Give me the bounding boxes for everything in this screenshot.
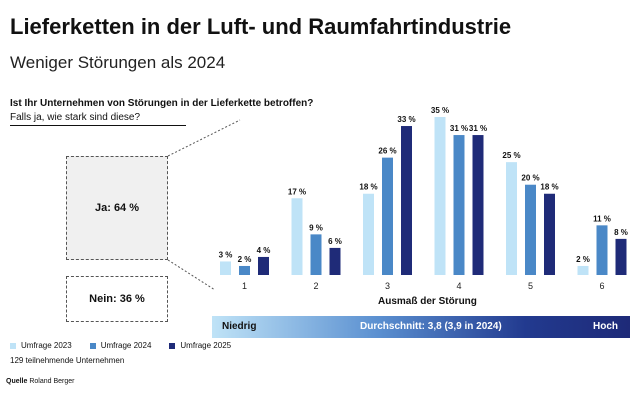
no-share-label: Nein: 36 % (89, 293, 145, 305)
legend-label-2023: Umfrage 2023 (21, 341, 72, 350)
legend-swatch-2023 (10, 342, 16, 349)
yes-share-label: Ja: 64 % (94, 202, 140, 214)
bar-5-series-1 (525, 184, 536, 275)
bar-6-series-1 (596, 225, 608, 275)
legend-label-2025: Umfrage 2025 (180, 341, 232, 350)
source-text: Roland Berger (29, 378, 75, 385)
bar-value-label-1-series-2: 4 % (257, 246, 271, 255)
bar-value-label-6-series-1: 11 % (593, 214, 611, 223)
scale-low-label: Niedrig (222, 321, 257, 332)
source-note: Quelle Roland Berger (6, 378, 75, 385)
bar-value-label-3-series-1: 26 % (378, 147, 396, 156)
chart-subtitle: Weniger Störungen als 2024 (10, 53, 226, 72)
legend: Umfrage 2023 Umfrage 2024 Umfrage 2025 (10, 341, 231, 350)
bar-value-label-3-series-0: 18 % (359, 183, 377, 192)
bar-1-series-0 (220, 261, 231, 275)
bar-4-series-0 (434, 117, 446, 275)
question-underline (10, 125, 186, 126)
bar-3-series-0 (363, 193, 374, 275)
scale-high-label: Hoch (593, 321, 618, 332)
x-tick-label-5: 5 (528, 281, 533, 291)
bar-value-label-4-series-1: 31 % (450, 124, 468, 133)
bar-value-label-6-series-0: 2 % (576, 255, 590, 264)
bar-value-label-1-series-0: 3 % (219, 250, 233, 259)
bar-value-label-5-series-0: 25 % (502, 151, 520, 160)
legend-label-2024: Umfrage 2024 (100, 341, 152, 350)
bar-4-series-2 (472, 135, 484, 275)
bar-2-series-1 (310, 234, 322, 275)
bar-3-series-1 (382, 157, 393, 275)
legend-swatch-2025 (169, 342, 176, 349)
survey-question-followup: Falls ja, wie stark sind diese? (10, 112, 141, 123)
x-tick-label-1: 1 (242, 281, 247, 291)
legend-item-2023: Umfrage 2023 (10, 341, 72, 350)
legend-item-2024: Umfrage 2024 (89, 341, 152, 350)
survey-question: Ist Ihr Unternehmen von Störungen in der… (10, 98, 314, 109)
bar-value-label-2-series-2: 6 % (328, 237, 342, 246)
bar-value-label-1-series-1: 2 % (238, 255, 252, 264)
x-tick-label-2: 2 (313, 281, 318, 291)
legend-swatch-2024 (89, 342, 96, 349)
bar-value-label-2-series-1: 9 % (309, 223, 323, 232)
severity-scale: Niedrig Durchschnitt: 3,8 (3,9 in 2024) … (212, 316, 630, 338)
bar-1-series-1 (239, 265, 250, 275)
bar-2-series-2 (329, 247, 341, 275)
bar-value-label-6-series-2: 8 % (614, 228, 628, 237)
no-share-box: Nein: 36 % (66, 276, 168, 322)
bar-6-series-2 (615, 238, 627, 275)
bar-5-series-2 (544, 193, 555, 275)
bar-1-series-2 (258, 256, 269, 275)
bar-4-series-1 (453, 135, 465, 275)
participants-note: 129 teilnehmende Unternehmen (10, 356, 125, 365)
source-label: Quelle (6, 378, 28, 385)
legend-item-2025: Umfrage 2025 (169, 341, 231, 350)
x-axis-label: Ausmaß der Störung (378, 296, 477, 307)
scale-average-label: Durchschnitt: 3,8 (3,9 in 2024) (360, 321, 502, 332)
bar-3-series-2 (401, 126, 412, 276)
yes-share-box: Ja: 64 % (66, 156, 168, 260)
bar-2-series-0 (291, 198, 303, 275)
bar-value-label-4-series-2: 31 % (469, 124, 487, 133)
bar-value-label-4-series-0: 35 % (431, 106, 449, 115)
x-tick-label-3: 3 (385, 281, 390, 291)
x-tick-label-6: 6 (599, 281, 604, 291)
chart-title: Lieferketten in der Luft- und Raumfahrti… (10, 14, 512, 39)
bar-5-series-0 (506, 162, 517, 275)
bar-value-label-3-series-2: 33 % (397, 115, 415, 124)
bar-value-label-2-series-0: 17 % (288, 187, 306, 196)
bar-value-label-5-series-2: 18 % (540, 183, 558, 192)
bar-6-series-0 (577, 265, 589, 275)
bar-value-label-5-series-1: 20 % (521, 174, 539, 183)
x-tick-label-4: 4 (456, 281, 461, 291)
